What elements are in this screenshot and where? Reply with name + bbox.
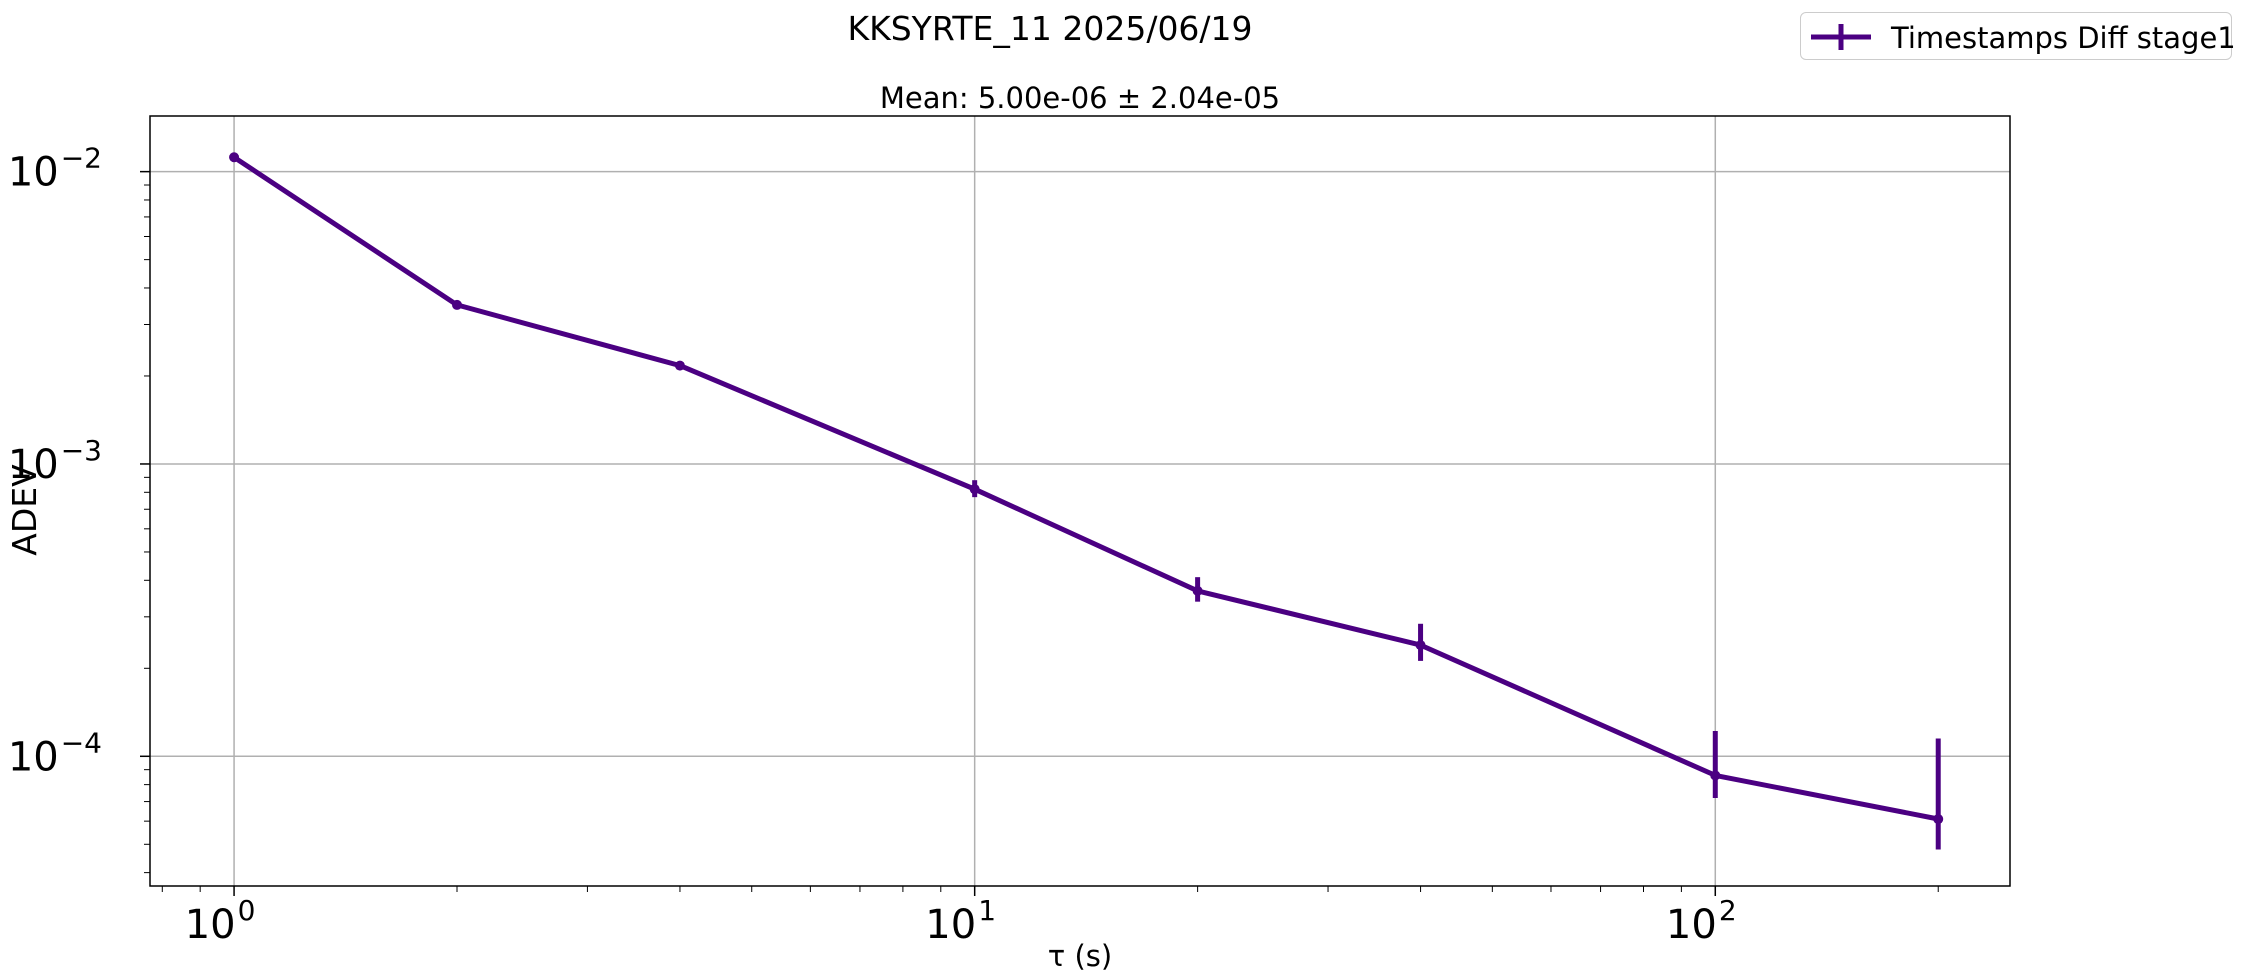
data-point <box>229 152 240 163</box>
y-tick-label-exponent: −2 <box>61 142 102 175</box>
data-point <box>674 360 685 371</box>
y-tick-label-exponent: −4 <box>61 726 102 759</box>
figure-title: KKSYRTE_11 2025/06/19 <box>847 9 1252 48</box>
series-lines <box>229 152 1944 825</box>
data-point <box>452 299 463 310</box>
y-tick-label-exponent: −3 <box>61 434 102 467</box>
x-tick-label: 101 <box>925 894 996 948</box>
data-point <box>1415 640 1426 651</box>
data-point <box>1192 585 1203 596</box>
data-point <box>1710 770 1721 781</box>
y-tick-label: 10−4 <box>8 726 102 780</box>
series-line <box>232 155 1939 822</box>
x-tick-label-exponent: 2 <box>1719 894 1737 927</box>
axis-ticks: 100 101 102 10−2 1 0 −3 10−4 <box>8 142 1939 948</box>
x-tick-label: 102 <box>1666 894 1737 948</box>
y-tick-label: 10−2 <box>8 142 102 196</box>
grid <box>150 116 2010 886</box>
x-tick-label-exponent: 1 <box>978 894 996 927</box>
data-point <box>1933 814 1944 825</box>
legend-label: Timestamps Diff stage1 <box>1891 21 2236 55</box>
y-axis-label: ADEV <box>5 464 44 556</box>
error-bars <box>231 156 1941 850</box>
plot-frame <box>149 115 2011 887</box>
chart-title: Mean: 5.00e-06 ± 2.04e-05 <box>880 81 1280 115</box>
x-tick-label-exponent: 0 <box>238 894 256 927</box>
legend: Timestamps Diff stage1 <box>1800 12 2236 60</box>
x-tick-label: 100 <box>185 894 256 948</box>
data-point <box>969 484 980 495</box>
x-axis-label: τ (s) <box>1048 939 1112 973</box>
legend-swatch <box>1811 24 1871 50</box>
